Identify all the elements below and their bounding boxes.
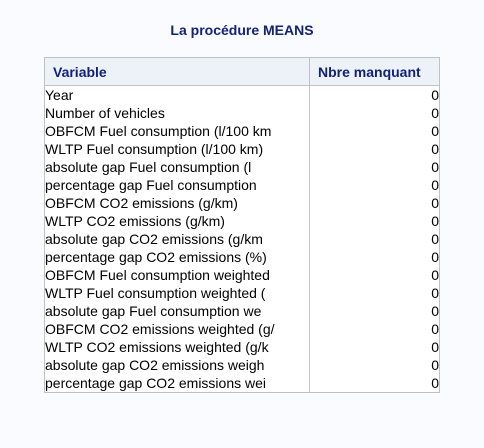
variable-name: Year xyxy=(45,87,74,103)
variable-name: percentage gap Fuel consumption xyxy=(45,177,257,193)
missing-count: 0 xyxy=(431,213,439,229)
missing-count: 0 xyxy=(431,375,439,391)
variable-name: absolute gap Fuel consumption we xyxy=(45,303,262,319)
column-header-variable: Variable xyxy=(44,57,310,86)
missing-count: 0 xyxy=(431,321,439,337)
missing-count: 0 xyxy=(431,105,439,121)
variable-name: OBFCM CO2 emissions (g/km) xyxy=(45,195,238,211)
variable-name: percentage gap CO2 emissions wei xyxy=(45,375,267,391)
variable-name: Number of vehicles xyxy=(45,105,165,121)
missing-count: 0 xyxy=(431,195,439,211)
variable-name: WLTP CO2 emissions (g/km) xyxy=(45,213,225,229)
missing-count: 0 xyxy=(431,249,439,265)
means-results-table: Variable Nbre manquant Year Number of ve… xyxy=(44,57,440,393)
variable-name: WLTP Fuel consumption weighted ( xyxy=(45,285,266,301)
missing-count: 0 xyxy=(431,123,439,139)
column-header-missing: Nbre manquant xyxy=(309,57,440,86)
missing-count: 0 xyxy=(431,357,439,373)
variable-name: percentage gap CO2 emissions (%) xyxy=(45,249,267,265)
table-header-row: Variable Nbre manquant xyxy=(44,57,440,86)
variable-name: WLTP Fuel consumption (l/100 km) xyxy=(45,141,264,157)
variable-name: OBFCM Fuel consumption (l/100 km xyxy=(45,123,272,139)
variable-name: OBFCM CO2 emissions weighted (g/ xyxy=(45,321,275,337)
variable-name: OBFCM Fuel consumption weighted xyxy=(45,267,270,283)
missing-count-cell: 0 0 0 0 0 0 0 0 0 0 0 0 0 0 0 0 0 xyxy=(309,85,440,393)
missing-count: 0 xyxy=(431,87,439,103)
missing-count: 0 xyxy=(431,339,439,355)
missing-count: 0 xyxy=(431,231,439,247)
variable-name: absolute gap CO2 emissions (g/km xyxy=(45,231,263,247)
missing-count: 0 xyxy=(431,267,439,283)
missing-count: 0 xyxy=(431,285,439,301)
missing-count: 0 xyxy=(431,177,439,193)
missing-count: 0 xyxy=(431,141,439,157)
variable-cell: Year Number of vehicles OBFCM Fuel consu… xyxy=(44,85,310,393)
variable-name: absolute gap Fuel consumption (l xyxy=(45,159,252,175)
variable-name: absolute gap CO2 emissions weigh xyxy=(45,357,265,373)
procedure-title: La procédure MEANS xyxy=(170,22,314,38)
variable-name: WLTP CO2 emissions weighted (g/k xyxy=(45,339,269,355)
missing-count: 0 xyxy=(431,159,439,175)
missing-count: 0 xyxy=(431,303,439,319)
table-body-row: Year Number of vehicles OBFCM Fuel consu… xyxy=(44,85,440,393)
